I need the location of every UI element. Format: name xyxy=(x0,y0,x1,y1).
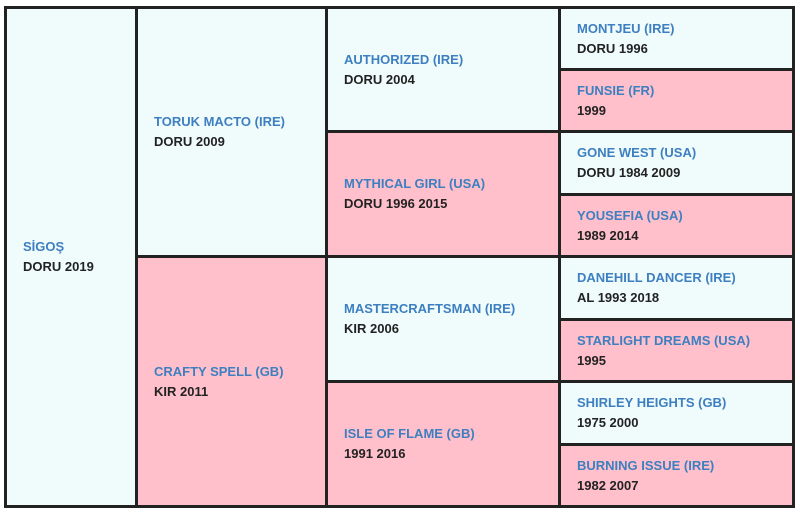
sire-name[interactable]: TORUK MACTO (IRE) xyxy=(154,114,285,129)
great-grandparent-cell[interactable]: STARLIGHT DREAMS (USA) 1995 xyxy=(558,318,795,383)
grandparent-name[interactable]: ISLE OF FLAME (GB) xyxy=(344,426,475,441)
great-grandparent-name[interactable]: MONTJEU (IRE) xyxy=(577,20,675,36)
dam-name[interactable]: CRAFTY SPELL (GB) xyxy=(154,363,284,379)
dam-info: KIR 2011 xyxy=(154,383,209,399)
great-grandparent-cell[interactable]: GONE WEST (USA) DORU 1984 2009 xyxy=(558,130,795,196)
grandparent-cell-dam-dam[interactable]: ISLE OF FLAME (GB) 1991 2016 xyxy=(325,380,561,508)
great-grandparent-info: DORU 1996 xyxy=(577,40,648,56)
sire-info: DORU 2009 xyxy=(154,134,225,149)
dam-cell[interactable]: CRAFTY SPELL (GB) KIR 2011 xyxy=(135,255,328,508)
grandparent-info: KIR 2006 xyxy=(344,321,399,336)
grandparent-info: 1991 2016 xyxy=(344,446,406,461)
great-grandparent-cell[interactable]: DANEHILL DANCER (IRE) AL 1993 2018 xyxy=(558,255,795,321)
great-grandparent-name[interactable]: FUNSIE (FR) xyxy=(577,82,655,98)
great-grandparent-name[interactable]: YOUSEFIA (USA) xyxy=(577,207,683,223)
great-grandparent-info: 1989 2014 xyxy=(577,227,639,243)
grandparent-name[interactable]: AUTHORIZED (IRE) xyxy=(344,51,464,67)
great-grandparent-name[interactable]: GONE WEST (USA) xyxy=(577,145,697,160)
great-grandparent-info: 1975 2000 xyxy=(577,415,639,430)
great-grandparent-info: 1999 xyxy=(577,102,606,118)
great-grandparent-name[interactable]: STARLIGHT DREAMS (USA) xyxy=(577,332,751,348)
great-grandparent-cell[interactable]: BURNING ISSUE (IRE) 1982 2007 xyxy=(558,443,795,508)
sire-cell[interactable]: TORUK MACTO (IRE) DORU 2009 xyxy=(135,6,328,258)
great-grandparent-info: DORU 1984 2009 xyxy=(577,165,681,180)
grandparent-name[interactable]: MYTHICAL GIRL (USA) xyxy=(344,176,486,191)
grandparent-cell-sire-dam[interactable]: MYTHICAL GIRL (USA) DORU 1996 2015 xyxy=(325,130,561,258)
horse-info: DORU 2019 xyxy=(23,259,94,274)
great-grandparent-name[interactable]: BURNING ISSUE (IRE) xyxy=(577,457,715,473)
great-grandparent-cell[interactable]: SHIRLEY HEIGHTS (GB) 1975 2000 xyxy=(558,380,795,446)
great-grandparent-cell[interactable]: FUNSIE (FR) 1999 xyxy=(558,68,795,133)
grandparent-cell-dam-sire[interactable]: MASTERCRAFTSMAN (IRE) KIR 2006 xyxy=(325,255,561,383)
grandparent-cell-sire-sire[interactable]: AUTHORIZED (IRE) DORU 2004 xyxy=(325,6,561,133)
great-grandparent-info: AL 1993 2018 xyxy=(577,290,660,305)
grandparent-info: DORU 2004 xyxy=(344,71,415,87)
horse-name[interactable]: SİGOŞ xyxy=(23,239,65,254)
great-grandparent-name[interactable]: SHIRLEY HEIGHTS (GB) xyxy=(577,395,727,410)
great-grandparent-cell[interactable]: MONTJEU (IRE) DORU 1996 xyxy=(558,6,795,71)
great-grandparent-cell[interactable]: YOUSEFIA (USA) 1989 2014 xyxy=(558,193,795,258)
great-grandparent-info: 1982 2007 xyxy=(577,477,639,493)
great-grandparent-name[interactable]: DANEHILL DANCER (IRE) xyxy=(577,270,736,285)
grandparent-info: DORU 1996 2015 xyxy=(344,196,448,211)
horse-cell[interactable]: SİGOŞ DORU 2019 xyxy=(4,6,138,508)
great-grandparent-info: 1995 xyxy=(577,352,606,368)
grandparent-name[interactable]: MASTERCRAFTSMAN (IRE) xyxy=(344,301,516,316)
